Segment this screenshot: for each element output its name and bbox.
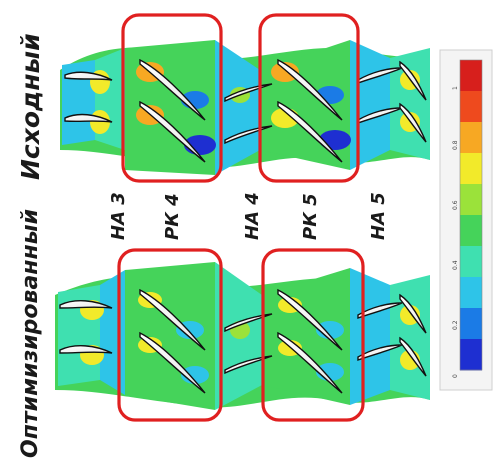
original-view-label: Исходный	[16, 33, 45, 180]
highlight-box-rk5-optimized	[261, 248, 365, 422]
colorbar-tick-0.6: 0.6	[452, 200, 459, 210]
original-flow-field	[60, 40, 430, 175]
row-label-rk5: РК 5	[300, 193, 321, 240]
colorbar-band	[460, 153, 482, 185]
colorbar-tick-0.8: 0.8	[452, 140, 459, 150]
colorbar-tick-1: 1	[452, 86, 459, 90]
colorbar-tick-0: 0	[452, 374, 459, 378]
colorbar-tick-0.2: 0.2	[452, 320, 459, 330]
optimized-flow-field	[55, 262, 430, 410]
row-label-na4: НА 4	[242, 192, 263, 240]
highlight-box-rk4-optimized	[117, 248, 223, 422]
colorbar-band	[460, 122, 482, 154]
colorbar-band	[460, 60, 482, 92]
colorbar-band	[460, 246, 482, 278]
colorbar-band	[460, 339, 482, 371]
row-label-na3: НА 3	[108, 192, 129, 240]
optimized-view-label: Оптимизированный	[18, 208, 43, 458]
colorbar-band	[460, 215, 482, 247]
colorbar-band	[460, 91, 482, 123]
row-label-na5: НА 5	[368, 192, 389, 240]
highlight-box-rk5-original	[258, 13, 360, 183]
colorbar-tick-0.4: 0.4	[452, 260, 459, 270]
colorbar-band	[460, 184, 482, 216]
colorbar-band	[460, 308, 482, 340]
row-label-rk4: РК 4	[162, 193, 183, 240]
highlight-box-rk4-original	[121, 13, 223, 183]
colorbar	[439, 49, 493, 391]
colorbar-band	[460, 277, 482, 309]
